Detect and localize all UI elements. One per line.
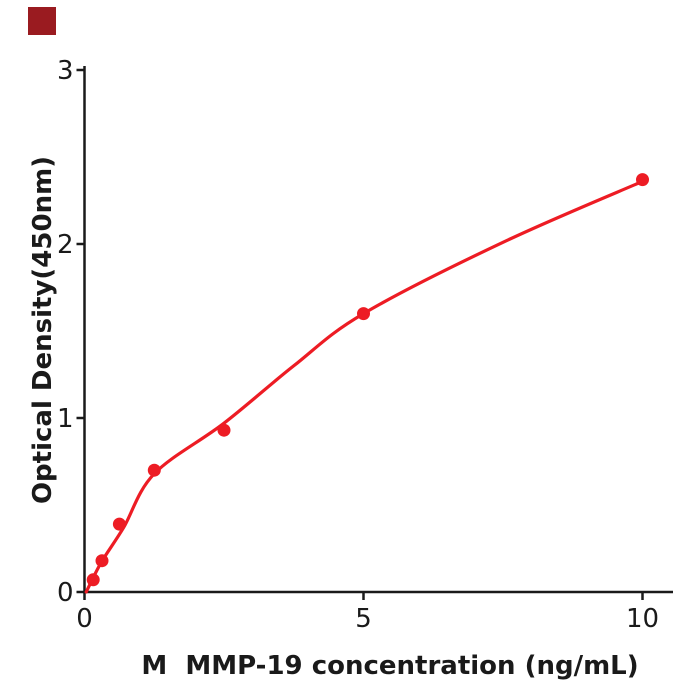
data-point <box>112 517 126 531</box>
y-tick-label: 2 <box>57 230 74 260</box>
y-tick-label: 3 <box>57 56 74 86</box>
data-point <box>86 573 100 587</box>
data-point <box>217 423 231 437</box>
x-tick-label: 0 <box>76 604 93 634</box>
fit-curve-line <box>84 179 645 594</box>
x-tick-label: 10 <box>626 604 659 634</box>
x-tick-label: 5 <box>355 604 372 634</box>
data-point <box>357 307 370 321</box>
y-tick-label: 1 <box>57 404 74 434</box>
brand-logo-square <box>28 7 56 35</box>
data-point <box>147 463 161 477</box>
x-axis-title: M MMP-19 concentration (ng/mL) <box>141 651 638 681</box>
data-point <box>95 554 109 568</box>
y-tick-label: 0 <box>57 578 74 608</box>
y-axis-title: Optical Density(450nm) <box>28 156 58 504</box>
data-point <box>636 173 649 187</box>
